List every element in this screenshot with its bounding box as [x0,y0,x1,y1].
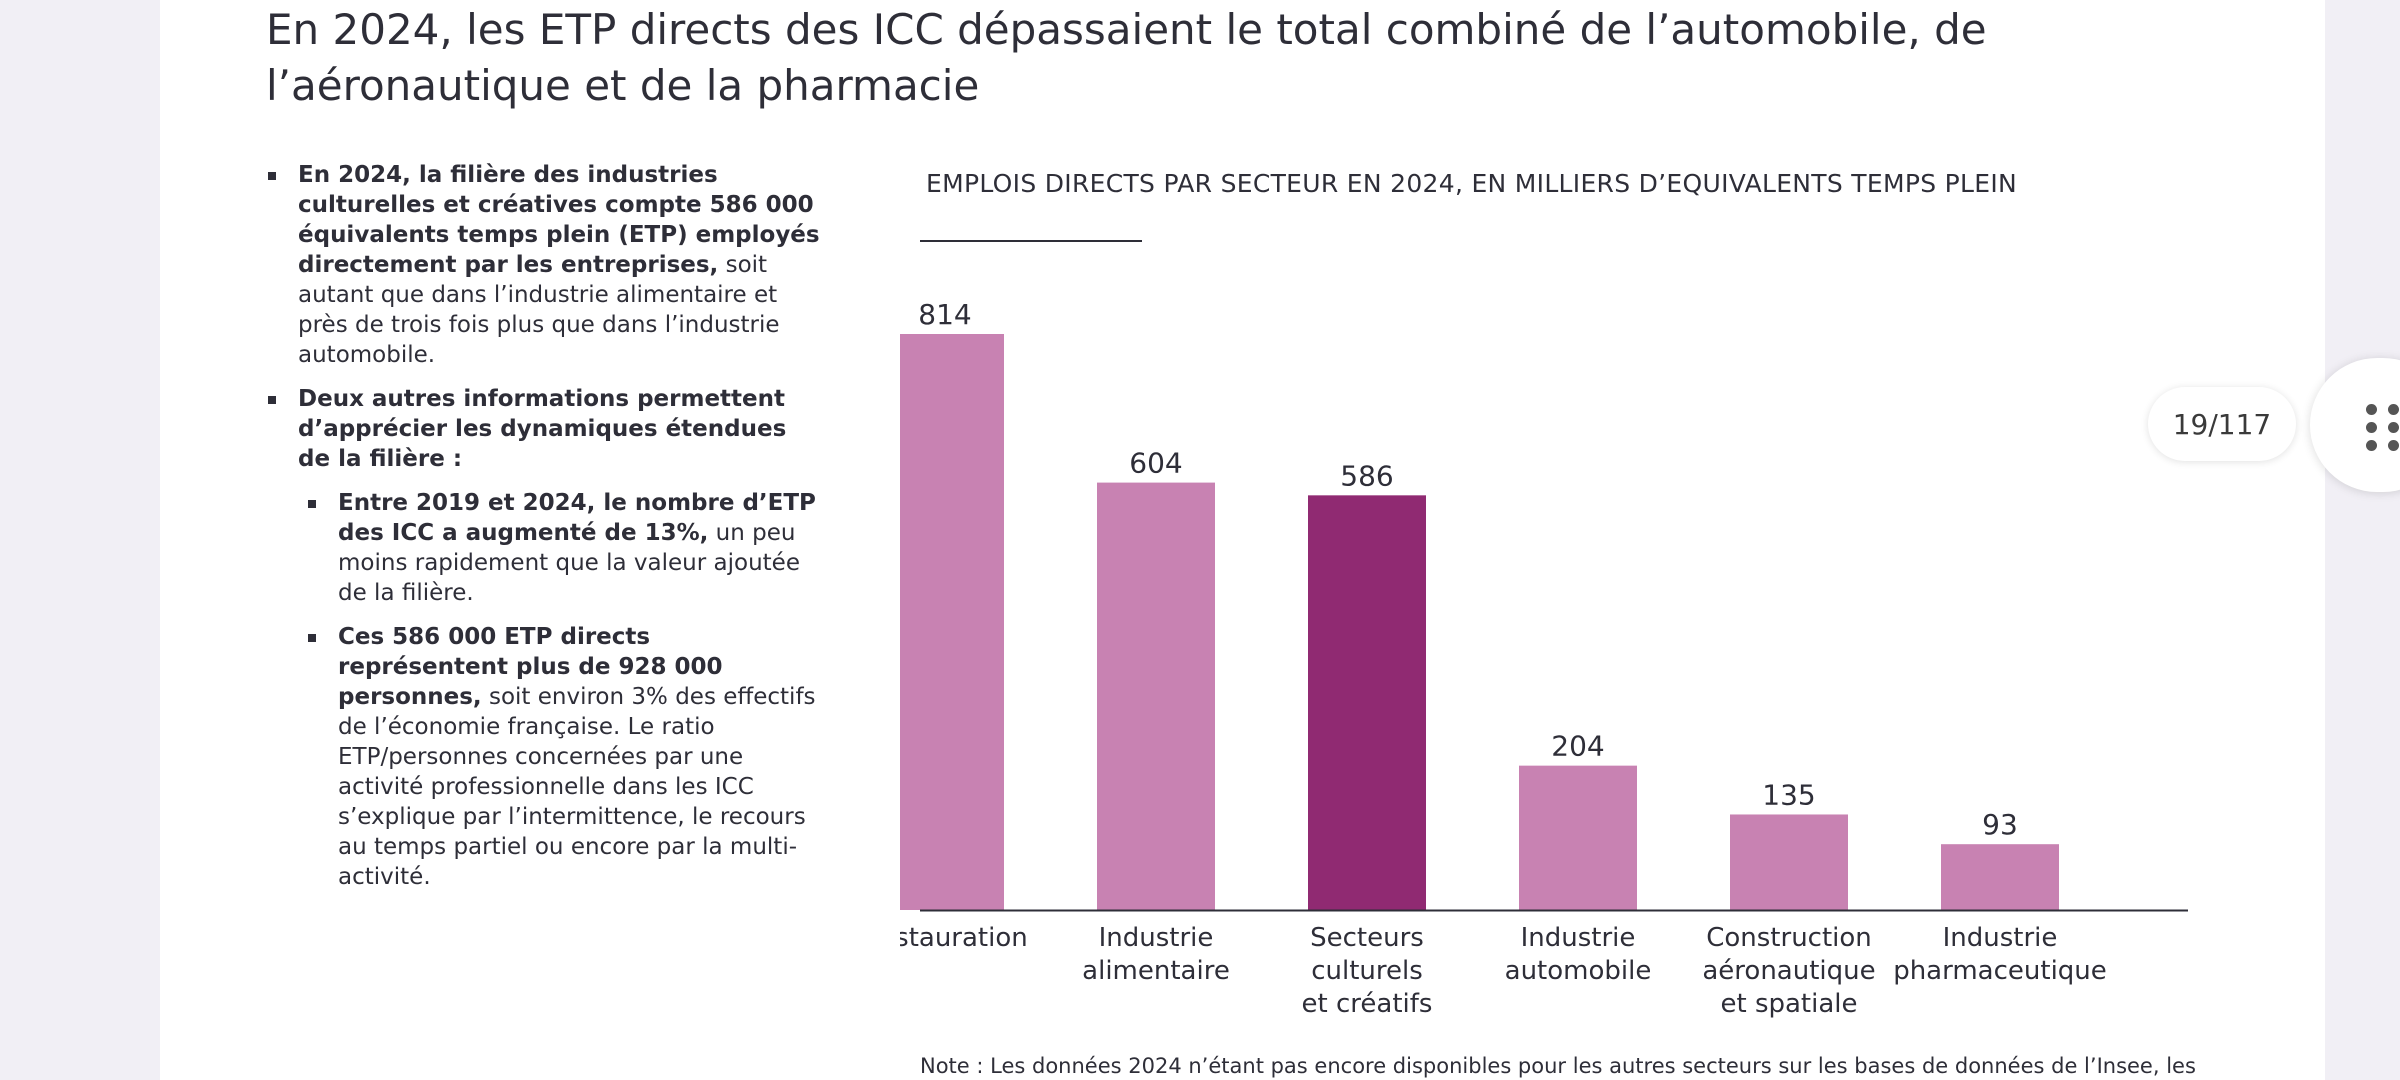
data-label-2: 586 [1340,459,1393,492]
document-page: En 2024, les ETP directs des ICC dépassa… [160,0,2325,1080]
bullet-bold-text: En 2024, la filière des industries cultu… [298,162,820,278]
bullet-bold-text: Entre 2019 et 2024, le nombre d’ETP des … [338,490,816,546]
bullet-text: un peu moins rapidement que la valeur aj… [338,520,800,606]
category-label-1: Industrie alimentaire [1082,923,1230,986]
bullet-list: En 2024, la filière des industries cultu… [266,160,826,906]
data-label-0: 814 [918,298,971,331]
page-title: En 2024, les ETP directs des ICC dépassa… [266,5,1987,110]
bullet-bold-text: Deux autres informations permettent d’ap… [298,386,787,472]
bullet-item: Deux autres informations permettent d’ap… [266,384,826,892]
data-label-5: 93 [1982,808,2018,841]
category-label-2: Secteurs culturels et créatifs [1302,923,1433,1019]
bullet-item: En 2024, la filière des industries cultu… [266,160,826,370]
bullet-bold-text: Ces 586 000 ETP directs représentent plu… [338,624,723,710]
bar-4 [1730,814,1848,910]
bar-1 [1097,482,1215,910]
category-label-4: Construction aéronautique et spatiale [1702,923,1875,1019]
category-label-5: Industrie pharmaceutique [1893,923,2107,986]
bullet-text: soit environ 3% des effectifs de l’écono… [338,684,816,890]
chart-title: EMPLOIS DIRECTS PAR SECTEUR EN 2024, EN … [926,169,2017,198]
bullet-text: soit autant que dans l’industrie aliment… [298,252,780,368]
sub-bullet-item: Entre 2019 et 2024, le nombre d’ETP des … [298,488,826,608]
data-label-3: 204 [1551,730,1604,763]
category-label-0: Restauration [900,923,1028,953]
bar-2 [1308,495,1426,910]
data-label-4: 135 [1762,778,1815,811]
bar-0 [900,334,1004,910]
bar-3 [1519,765,1637,910]
chart-note: Note : Les données 2024 n’étant pas enco… [920,1054,2196,1078]
title-underline [920,240,1142,242]
sub-bullet-list: Entre 2019 et 2024, le nombre d’ETP des … [298,488,826,892]
sub-bullet-item: Ces 586 000 ETP directs représentent plu… [298,622,826,892]
page-counter[interactable]: 19/117 [2148,387,2296,461]
category-label-3: Industrie automobile [1505,923,1652,986]
data-label-1: 604 [1129,447,1182,480]
bar-5 [1941,844,2059,910]
page-counter-label: 19/117 [2172,407,2272,441]
grip-dots-icon [2366,404,2400,452]
